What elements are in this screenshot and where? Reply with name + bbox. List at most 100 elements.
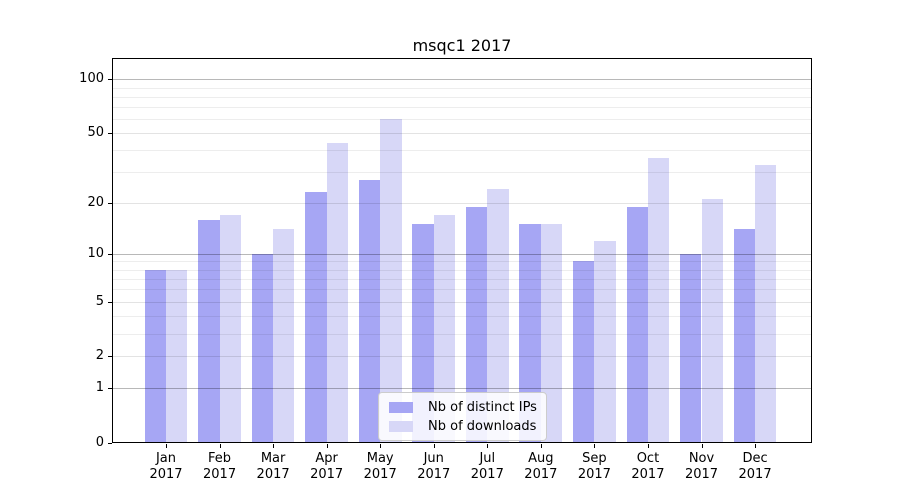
bar-downloads — [433, 215, 456, 443]
x-tick-year: 2017 — [363, 467, 397, 482]
x-tick-month: Jun — [423, 451, 444, 466]
bar-distinct-ips — [465, 206, 488, 443]
bar-distinct-ips — [144, 269, 166, 443]
bar-distinct-ips — [733, 229, 756, 443]
bar-downloads — [219, 215, 241, 443]
x-tick-year: 2017 — [631, 467, 665, 482]
y-tick-label: 0 — [95, 434, 104, 450]
x-tick-year: 2017 — [470, 467, 504, 482]
gridline-minor — [113, 333, 811, 335]
bar-downloads — [166, 269, 188, 443]
bar-distinct-ips — [412, 224, 434, 443]
plot-frame — [112, 58, 812, 443]
y-tick-mark — [108, 253, 112, 255]
bar-distinct-ips — [305, 192, 327, 443]
bar-distinct-ips — [358, 180, 381, 443]
gridline-minor — [113, 107, 811, 109]
legend-swatch-distinct-ips — [389, 402, 413, 413]
x-tick-label: Mar 2017 — [245, 451, 301, 483]
gridline-major — [113, 388, 811, 390]
x-tick-label: Jul 2017 — [459, 451, 515, 483]
y-tick-label: 5 — [95, 293, 104, 309]
gridline-minor — [113, 278, 811, 280]
x-tick-month: Mar — [260, 451, 286, 466]
bar-downloads — [701, 199, 723, 443]
gridline-mid — [113, 202, 811, 204]
x-tick-month: Dec — [742, 451, 768, 466]
x-tick-year: 2017 — [310, 467, 344, 482]
legend-label: Nb of distinct IPs — [428, 400, 537, 415]
y-tick-label: 50 — [87, 125, 104, 141]
y-tick-mark — [108, 79, 112, 81]
x-tick-month: Jul — [479, 451, 496, 466]
bar-distinct-ips — [519, 224, 541, 443]
x-tick-mark — [166, 444, 167, 448]
y-tick-label: 100 — [79, 71, 104, 87]
x-tick-year: 2017 — [417, 467, 451, 482]
gridline-minor — [113, 150, 811, 152]
x-tick-mark — [326, 444, 328, 448]
y-tick-mark — [108, 133, 112, 135]
x-tick-label: Apr 2017 — [299, 451, 355, 483]
x-tick-mark — [540, 444, 542, 448]
x-tick-mark — [380, 444, 382, 448]
x-tick-label: Feb 2017 — [192, 451, 248, 483]
y-tick-mark — [108, 356, 112, 358]
bar-downloads — [647, 158, 670, 443]
x-tick-month: Oct — [636, 451, 660, 466]
gridline-minor — [113, 315, 811, 317]
bar-distinct-ips — [680, 253, 702, 443]
x-tick-mark — [487, 444, 489, 448]
gridline-minor — [113, 289, 811, 291]
legend-item: Nb of downloads — [387, 417, 538, 436]
legend-swatch-downloads — [389, 421, 413, 432]
gridline-minor — [113, 261, 811, 263]
gridline-minor — [113, 269, 811, 271]
x-tick-label: Jun 2017 — [406, 451, 462, 483]
y-tick-label: 20 — [87, 194, 104, 210]
gridline-mid — [113, 133, 811, 135]
x-tick-mark — [647, 444, 649, 448]
x-tick-label: Aug 2017 — [513, 451, 569, 483]
gridline-major — [113, 79, 811, 81]
x-tick-label: May 2017 — [352, 451, 408, 483]
y-tick-label: 2 — [95, 348, 104, 364]
bar-distinct-ips — [251, 253, 274, 443]
gridline-mid — [113, 356, 811, 358]
bar-distinct-ips — [573, 261, 595, 443]
x-tick-label: Nov 2017 — [674, 451, 730, 483]
bar-downloads — [273, 229, 295, 443]
x-tick-month: Apr — [315, 451, 338, 466]
bar-downloads — [326, 142, 349, 443]
x-tick-year: 2017 — [738, 467, 772, 482]
bar-downloads — [594, 240, 616, 443]
bar-downloads — [380, 119, 402, 443]
y-tick-mark — [108, 442, 112, 444]
bar-distinct-ips — [198, 219, 220, 443]
chart-title: msqc1 2017 — [412, 36, 512, 55]
x-tick-month: May — [366, 451, 394, 466]
x-tick-mark — [273, 444, 275, 448]
x-tick-month: Feb — [208, 451, 232, 466]
x-tick-mark — [433, 444, 435, 448]
x-tick-year: 2017 — [149, 467, 183, 482]
legend-label: Nb of downloads — [428, 419, 537, 434]
gridline-major — [113, 253, 811, 255]
legend: Nb of distinct IPs Nb of downloads — [378, 392, 547, 441]
y-tick-mark — [108, 202, 112, 204]
y-tick-mark — [108, 388, 112, 390]
x-tick-label: Jan 2017 — [138, 451, 194, 483]
x-tick-year: 2017 — [684, 467, 719, 482]
gridline-minor — [113, 87, 811, 89]
y-tick-label: 1 — [95, 380, 104, 396]
gridline-mid — [113, 301, 811, 303]
legend-item: Nb of distinct IPs — [387, 398, 538, 417]
x-tick-label: Oct 2017 — [620, 451, 676, 483]
bar-distinct-ips — [626, 206, 648, 443]
bar-downloads — [755, 165, 777, 443]
x-tick-month: Sep — [582, 451, 607, 466]
x-tick-label: Dec 2017 — [727, 451, 783, 483]
